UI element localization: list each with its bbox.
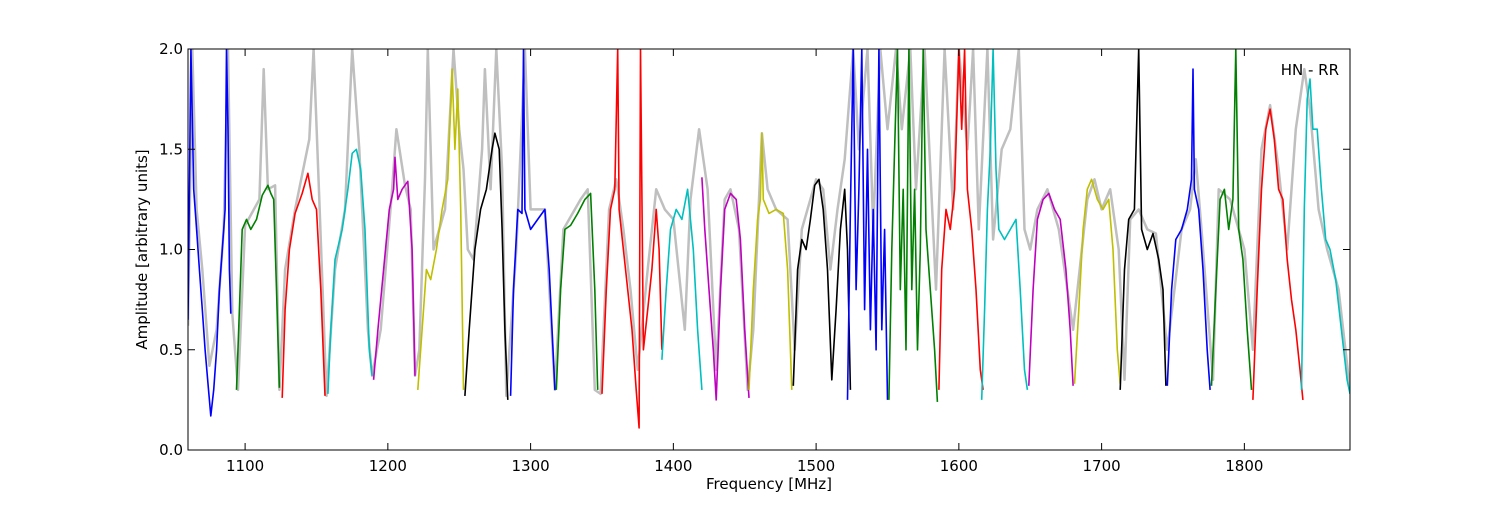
series-segment-24 [1252,108,1304,400]
series-segment-11 [661,188,703,390]
series-segment-17 [938,49,984,391]
series-layer [188,49,1350,429]
series-segment-20 [1073,178,1121,384]
y-tick-label: 1.5 [159,140,183,158]
series-segment-9 [555,192,599,390]
x-tick-label: 1800 [1225,457,1263,475]
x-tick-label: 1600 [940,457,978,475]
series-segment-16 [888,49,939,402]
x-tick-label: 1300 [512,457,550,475]
y-tick-label: 1.0 [159,241,183,259]
series-segment-10 [601,49,663,429]
series-segment-21 [1119,49,1167,390]
series-segment-19 [1028,192,1074,386]
series-segment-1 [188,49,232,417]
series-segment-5 [372,156,416,380]
series-segment-2 [235,184,281,390]
series-segment-25 [1300,78,1350,395]
series-segment-12 [701,177,750,401]
background-series-layer [188,49,1350,398]
series-segment-7 [464,132,509,400]
series-segment-23 [1210,49,1253,390]
x-tick-label: 1100 [226,457,264,475]
plot-annotation: HN - RR [1281,61,1339,79]
series-segment-22 [1166,68,1211,390]
x-tick-label: 1700 [1083,457,1121,475]
series-segment-4 [327,148,373,394]
y-tick-label: 2.0 [159,40,183,58]
y-axis: 0.0 0.5 1.0 1.5 2.0 [159,40,1350,459]
y-axis-label: Amplitude [arbitrary units] [133,149,151,349]
background-series-line [188,49,1350,398]
x-tick-label: 1500 [797,457,835,475]
series-segment-15 [846,49,889,400]
series-segment-14 [792,178,852,390]
y-tick-label: 0.0 [159,441,183,459]
y-tick-label: 0.5 [159,341,183,359]
series-segment-13 [748,132,793,390]
series-segment-18 [980,49,1029,400]
x-axis-label: Frequency [MHz] [706,475,832,493]
series-segment-3 [281,172,326,398]
x-axis: 1100 1200 1300 1400 1500 1600 1700 1800 [226,49,1263,475]
series-segment-8 [509,49,556,396]
x-tick-label: 1200 [369,457,407,475]
series-segment-6 [417,68,465,390]
x-tick-label: 1400 [654,457,692,475]
